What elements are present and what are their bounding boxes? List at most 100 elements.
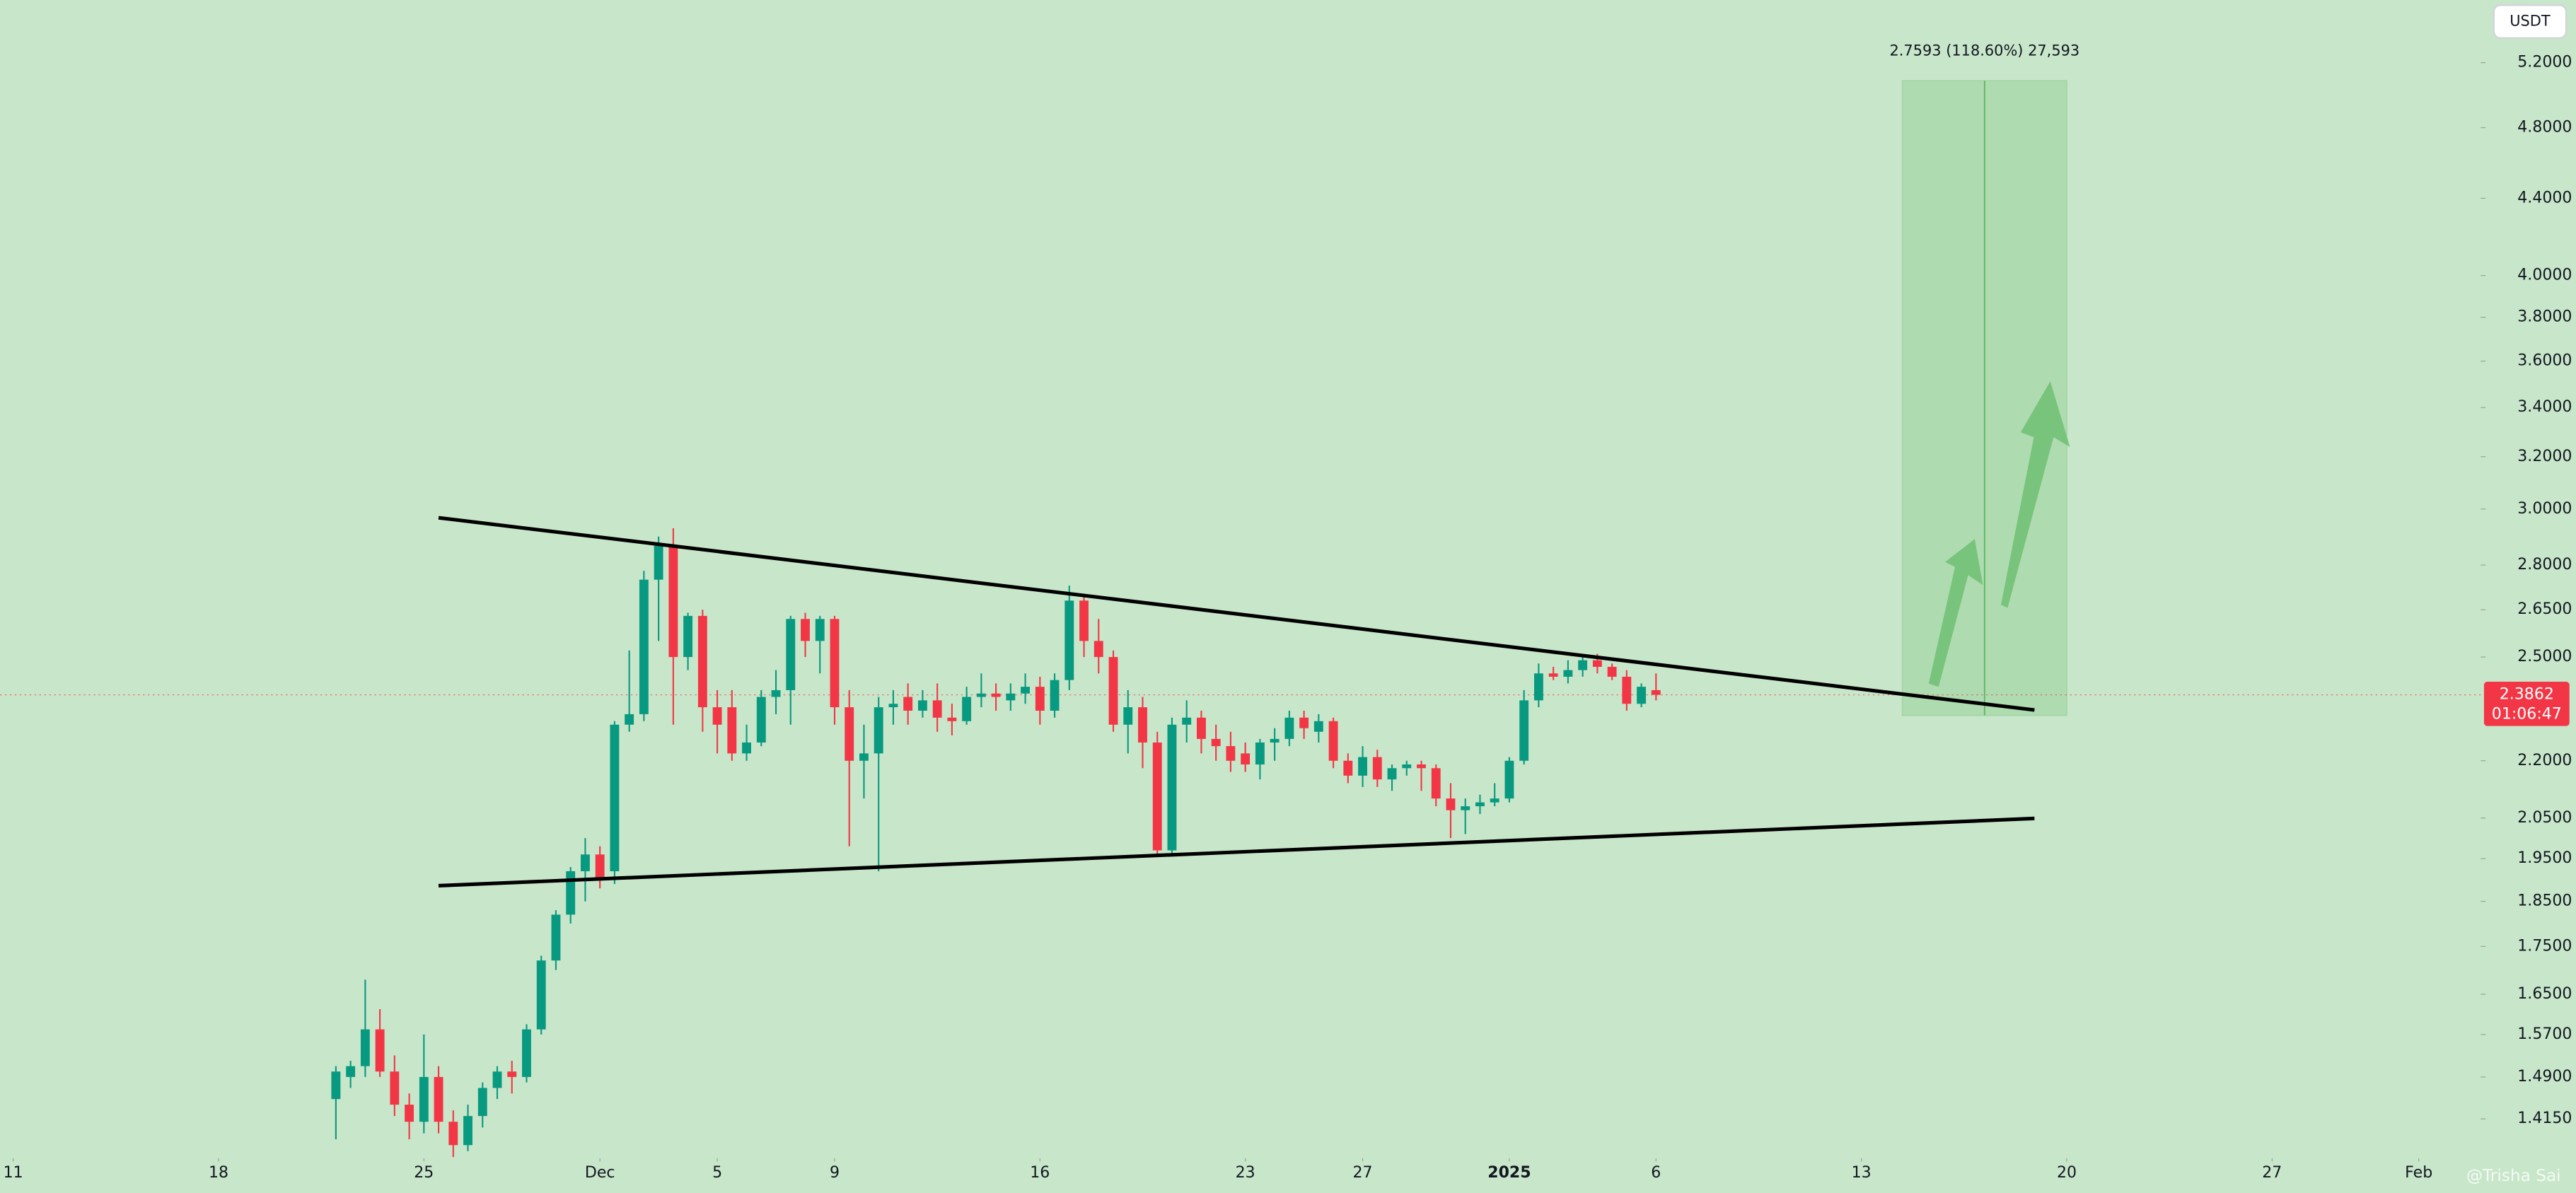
candle	[1622, 670, 1632, 711]
candle-body	[492, 1071, 502, 1088]
candle	[1651, 673, 1661, 701]
candle-body	[419, 1076, 429, 1122]
candle	[976, 673, 986, 708]
candle	[1123, 689, 1133, 754]
candle	[1533, 663, 1543, 708]
candle-body	[786, 619, 796, 690]
candle-body	[1211, 738, 1221, 747]
candle-body	[742, 742, 751, 754]
candle-body	[639, 579, 649, 714]
candle	[1490, 783, 1499, 807]
candle	[1387, 764, 1397, 791]
candle	[1372, 750, 1382, 787]
candle	[668, 528, 678, 725]
candle	[1637, 683, 1647, 708]
candle-body	[1093, 641, 1103, 658]
candle	[712, 689, 722, 754]
candle	[874, 697, 883, 871]
candle-body	[712, 707, 722, 725]
candle-body	[1226, 746, 1236, 761]
candle-body	[625, 714, 634, 725]
candle	[771, 670, 781, 714]
candle-body	[1461, 806, 1470, 810]
candle-body	[1123, 707, 1133, 725]
x-tick-label: Feb	[2405, 1164, 2432, 1182]
x-tick-label: 6	[1651, 1164, 1661, 1182]
candle	[1152, 731, 1162, 855]
candle-body	[581, 854, 590, 871]
candle	[536, 955, 546, 1035]
candle-body	[1138, 707, 1147, 743]
candle	[1504, 757, 1514, 803]
candle-body	[331, 1071, 341, 1100]
candle	[1548, 666, 1558, 680]
candle	[1607, 663, 1617, 680]
candle-body	[448, 1122, 458, 1146]
price-tag	[2483, 681, 2570, 726]
candle-body	[845, 707, 854, 761]
candle-body	[1578, 660, 1588, 670]
candle	[815, 615, 825, 674]
candle	[1299, 710, 1309, 739]
candle-body	[1284, 717, 1294, 739]
candle	[419, 1034, 429, 1134]
candle	[830, 615, 840, 725]
x-tick-label: 18	[209, 1164, 228, 1182]
candle-body	[1387, 768, 1397, 780]
candle	[932, 683, 942, 732]
candle	[1167, 717, 1177, 855]
candle	[346, 1061, 356, 1088]
candle	[697, 610, 707, 732]
currency-box[interactable]	[2493, 4, 2568, 39]
candle-body	[595, 854, 605, 880]
x-tick-label: 27	[2262, 1164, 2282, 1182]
y-tick-label: 1.4150	[2517, 1110, 2572, 1127]
candle	[1417, 760, 1426, 791]
candle-body	[1372, 757, 1382, 780]
candle	[360, 979, 370, 1077]
candle-body	[756, 697, 766, 743]
candle	[1093, 619, 1103, 674]
candle-body	[1167, 724, 1177, 851]
y-tick-label: 3.6000	[2517, 352, 2572, 370]
candle	[566, 867, 576, 924]
candle	[1064, 586, 1074, 690]
candle-body	[507, 1071, 517, 1077]
y-tick-label: 1.9500	[2517, 849, 2572, 867]
candle-body	[375, 1029, 385, 1072]
y-tick-label: 4.4000	[2517, 189, 2572, 206]
candle	[477, 1082, 487, 1128]
candle	[1563, 660, 1573, 684]
y-tick-label: 3.8000	[2517, 308, 2572, 326]
candle	[639, 571, 649, 721]
candle-body	[1328, 721, 1338, 761]
candle	[551, 910, 561, 970]
candle	[492, 1066, 502, 1100]
candle-body	[551, 914, 561, 961]
candle-body	[1651, 689, 1661, 695]
candle-body	[610, 724, 620, 871]
candle	[1006, 683, 1016, 711]
candle-body	[1592, 660, 1602, 667]
candle	[1241, 742, 1251, 772]
candle	[1475, 794, 1485, 815]
candle	[625, 650, 634, 732]
candle	[1197, 710, 1206, 754]
candle-body	[1563, 670, 1573, 677]
candle-body	[1064, 600, 1074, 680]
candle-body	[683, 615, 693, 658]
candle	[1035, 676, 1045, 725]
currency: USDT	[2510, 13, 2551, 30]
candle	[1431, 764, 1441, 807]
candle-body	[1197, 717, 1206, 739]
candle-body	[1108, 657, 1118, 725]
trend-line	[438, 816, 2035, 888]
candle-body	[1637, 687, 1647, 704]
candle-body	[859, 753, 869, 761]
candle	[991, 683, 1001, 711]
candle	[654, 536, 663, 641]
candle-body	[1607, 666, 1617, 677]
candle-body	[1343, 760, 1353, 776]
candle	[1284, 710, 1294, 747]
